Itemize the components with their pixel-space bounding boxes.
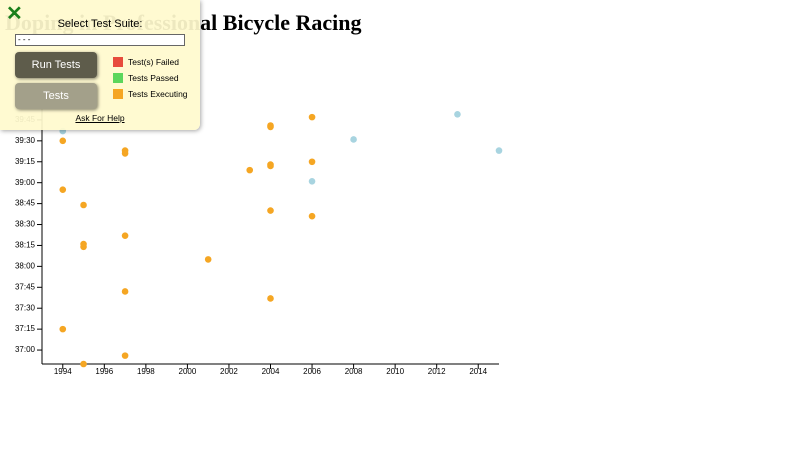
data-point <box>121 150 129 157</box>
data-point <box>267 295 274 302</box>
data-point <box>308 177 316 185</box>
y-tick-label: 39:15 <box>15 157 36 166</box>
y-tick-label: 37:30 <box>15 303 36 312</box>
data-point <box>121 232 129 239</box>
x-tick-label: 2006 <box>303 367 321 376</box>
data-point <box>80 201 87 209</box>
legend-label: Tests Executing <box>128 89 188 99</box>
data-point <box>308 158 316 166</box>
help-link[interactable]: Ask For Help <box>75 113 125 123</box>
y-tick-label: 37:00 <box>15 345 36 354</box>
x-tick-label: 2000 <box>179 367 197 376</box>
data-point <box>59 325 67 333</box>
data-point <box>267 123 274 131</box>
tests-button[interactable]: Tests <box>15 83 97 109</box>
run-button[interactable]: Run Tests <box>15 52 97 78</box>
legend-item: Test(s) Failed <box>113 57 179 67</box>
select-label: Select Test Suite: <box>57 18 143 30</box>
x-tick-label: 2002 <box>220 367 238 376</box>
data-point <box>246 166 254 174</box>
x-tick-label: 2014 <box>469 367 487 376</box>
data-point <box>59 186 67 193</box>
data-point <box>308 113 316 121</box>
y-tick-label: 37:15 <box>15 324 36 333</box>
x-tick-label: 1994 <box>54 367 72 376</box>
data-point <box>267 162 274 170</box>
close-button[interactable]: ✕ <box>6 3 23 25</box>
test-panel: ✕ Select Test Suite: - - - Run Tests Tes… <box>0 0 200 130</box>
data-point <box>80 243 87 251</box>
y-tick-label: 38:15 <box>15 241 36 250</box>
data-point <box>121 288 129 295</box>
y-tick-label: 39:00 <box>15 178 36 187</box>
data-point <box>267 207 274 214</box>
y-tick-label: 39:30 <box>15 136 36 145</box>
data-point <box>80 360 87 368</box>
x-tick-label: 2010 <box>386 367 404 376</box>
legend-item: Tests Executing <box>113 89 188 99</box>
data-point <box>59 137 67 145</box>
data-point <box>308 212 316 220</box>
data-point <box>350 136 357 143</box>
x-tick-label: 1998 <box>137 367 155 376</box>
legend-label: Tests Passed <box>128 73 179 83</box>
legend-label: Test(s) Failed <box>128 57 180 67</box>
y-tick-label: 38:00 <box>15 261 36 270</box>
data-point <box>454 111 461 118</box>
data-point <box>495 147 503 154</box>
x-tick-label: 2004 <box>262 367 280 376</box>
x-tick-label: 1996 <box>95 367 113 376</box>
x-tick-label: 2012 <box>428 367 446 376</box>
x-tick-label: 2008 <box>345 367 363 376</box>
y-tick-label: 38:30 <box>15 220 36 229</box>
y-tick-label: 38:45 <box>15 199 36 208</box>
legend-item: Tests Passed <box>113 73 179 83</box>
y-tick-label: 37:45 <box>15 282 36 291</box>
test-select[interactable]: - - - <box>15 34 185 46</box>
data-point <box>204 256 212 263</box>
data-point <box>121 352 129 359</box>
